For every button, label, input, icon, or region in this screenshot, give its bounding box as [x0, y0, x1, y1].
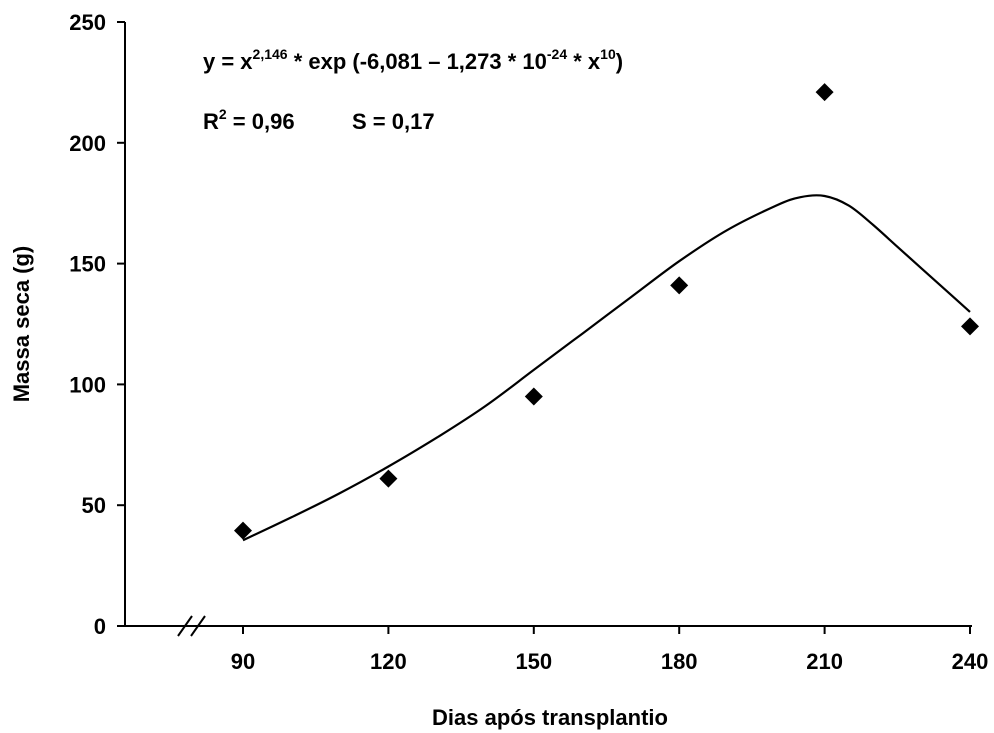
- x-tick-label: 210: [806, 649, 843, 674]
- data-point: [234, 521, 252, 540]
- data-points: [234, 83, 979, 540]
- y-tick-label: 50: [82, 493, 106, 518]
- data-point: [815, 83, 834, 102]
- data-point: [670, 276, 689, 295]
- y-tick-label: 0: [94, 614, 106, 639]
- y-tick-label: 150: [69, 252, 106, 277]
- x-tick-label: 240: [952, 649, 989, 674]
- x-tick-label: 90: [231, 649, 255, 674]
- equation-annotation: y = x2,146 * exp (-6,081 – 1,273 * 10-24…: [203, 46, 623, 74]
- data-point: [524, 387, 543, 406]
- y-ticks: 0 50 100 150 200 250: [69, 10, 125, 639]
- x-tick-label: 120: [370, 649, 407, 674]
- data-point: [961, 317, 979, 336]
- data-point: [379, 469, 398, 488]
- y-tick-label: 100: [69, 372, 106, 397]
- x-tick-label: 180: [661, 649, 698, 674]
- y-tick-label: 200: [69, 131, 106, 156]
- s-statistic-annotation: S = 0,17: [352, 109, 435, 134]
- axis-break-marks: [177, 615, 206, 637]
- fit-curve: [242, 194, 971, 542]
- y-axis-title: Massa seca (g): [9, 246, 34, 403]
- x-tick-label: 150: [515, 649, 552, 674]
- x-axis-title: Dias após transplantio: [432, 705, 668, 730]
- r-squared-annotation: R2 = 0,96: [203, 106, 295, 134]
- y-tick-label: 250: [69, 10, 106, 35]
- x-ticks: 90 120 150 180 210 240: [231, 626, 989, 674]
